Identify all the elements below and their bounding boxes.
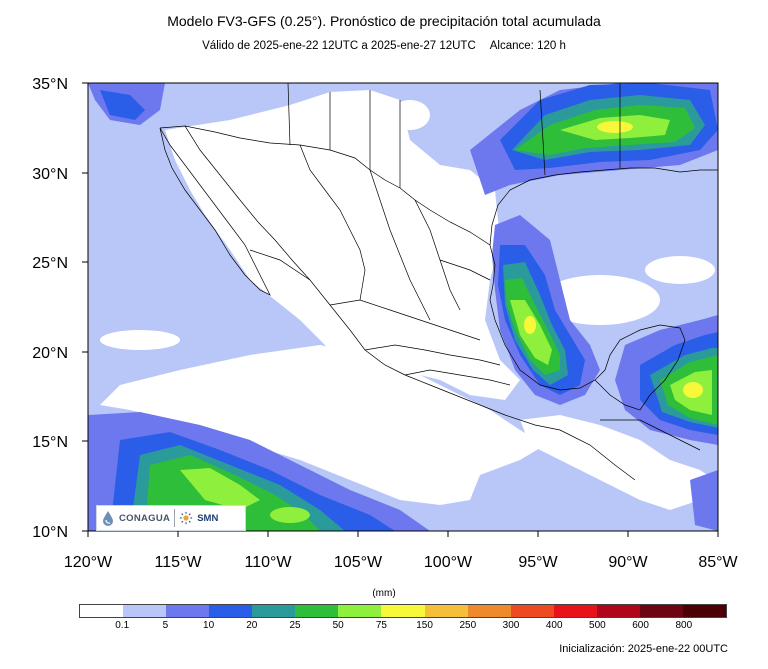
legend-label: 10 bbox=[203, 620, 215, 631]
lon-label: 85°W bbox=[698, 554, 738, 571]
legend-label: 800 bbox=[675, 620, 693, 631]
smn-sun-icon bbox=[180, 511, 193, 525]
plot-frame bbox=[87, 82, 719, 532]
lon-label: 95°W bbox=[518, 554, 558, 571]
lat-label: 15°N bbox=[32, 434, 68, 451]
legend-label: 600 bbox=[632, 620, 649, 631]
legend-swatch bbox=[252, 605, 296, 617]
lat-label: 25°N bbox=[32, 255, 68, 272]
lon-label: 90°W bbox=[608, 554, 648, 571]
lon-label: 110°W bbox=[244, 554, 292, 571]
lat-label: 10°N bbox=[32, 524, 68, 541]
lon-label: 120°W bbox=[64, 554, 113, 571]
lat-labels: 35°N 30°N 25°N 20°N 15°N 10°N bbox=[32, 76, 68, 541]
color-legend-labels: 0.1 5 10 20 25 50 75 150 250 300 400 500 600 800 bbox=[79, 620, 727, 634]
initialization-time: Inicialización: 2025-ene-22 00UTC bbox=[559, 643, 728, 655]
legend-swatch bbox=[295, 605, 339, 617]
conagua-smn-logo: CONAGUA SMN bbox=[96, 505, 246, 531]
legend-label: 5 bbox=[162, 620, 169, 631]
lat-label: 30°N bbox=[32, 166, 68, 183]
precip-75mm bbox=[524, 121, 703, 398]
legend-swatch bbox=[80, 605, 124, 617]
legend-unit: (mm) bbox=[372, 588, 396, 599]
color-legend-bar bbox=[79, 604, 727, 618]
lat-label: 35°N bbox=[32, 76, 68, 93]
legend-swatch bbox=[209, 605, 253, 617]
legend-label: 300 bbox=[502, 620, 520, 631]
legend-swatch bbox=[510, 605, 554, 617]
legend-swatch bbox=[639, 605, 683, 617]
lon-label: 115°W bbox=[154, 554, 202, 571]
valid-period: Válido de 2025-ene-22 12UTC a 2025-ene-2… bbox=[202, 40, 476, 52]
lon-label: 100°W bbox=[424, 554, 473, 571]
legend-swatch bbox=[424, 605, 468, 617]
lon-label: 105°W bbox=[334, 554, 383, 571]
legend-label: 0.1 bbox=[115, 620, 130, 631]
legend-swatch bbox=[596, 605, 640, 617]
legend-swatch bbox=[381, 605, 425, 617]
legend-label: 400 bbox=[545, 620, 563, 631]
smn-logo-text: SMN bbox=[197, 512, 219, 524]
tick-marks bbox=[82, 82, 719, 537]
legend-swatch bbox=[467, 605, 511, 617]
lon-labels: 120°W 115°W 110°W 105°W 100°W 95°W 90°W … bbox=[64, 554, 739, 571]
legend-swatch bbox=[166, 605, 210, 617]
legend-label: 75 bbox=[375, 620, 387, 631]
forecast-range: Alcance: 120 h bbox=[489, 40, 566, 52]
legend-label: 20 bbox=[246, 620, 258, 631]
conagua-logo-text: CONAGUA bbox=[119, 512, 171, 524]
lat-label: 20°N bbox=[32, 345, 68, 362]
precip-field bbox=[88, 83, 718, 531]
map-subtitle: Válido de 2025-ene-22 12UTC a 2025-ene-2… bbox=[0, 40, 768, 52]
logo-divider bbox=[174, 509, 176, 527]
legend-label: 250 bbox=[459, 620, 477, 631]
legend-swatch bbox=[682, 605, 726, 617]
no-precip-areas bbox=[100, 90, 715, 510]
conagua-drop-icon bbox=[103, 511, 113, 526]
legend-label: 25 bbox=[289, 620, 301, 631]
legend-label: 50 bbox=[332, 620, 344, 631]
legend-swatch bbox=[553, 605, 597, 617]
legend-label: 150 bbox=[416, 620, 433, 631]
legend-swatch bbox=[338, 605, 382, 617]
legend-swatch bbox=[123, 605, 167, 617]
map-title: Modelo FV3-GFS (0.25°). Pronóstico de pr… bbox=[167, 13, 601, 29]
legend-label: 500 bbox=[589, 620, 606, 631]
borders bbox=[159, 83, 718, 481]
